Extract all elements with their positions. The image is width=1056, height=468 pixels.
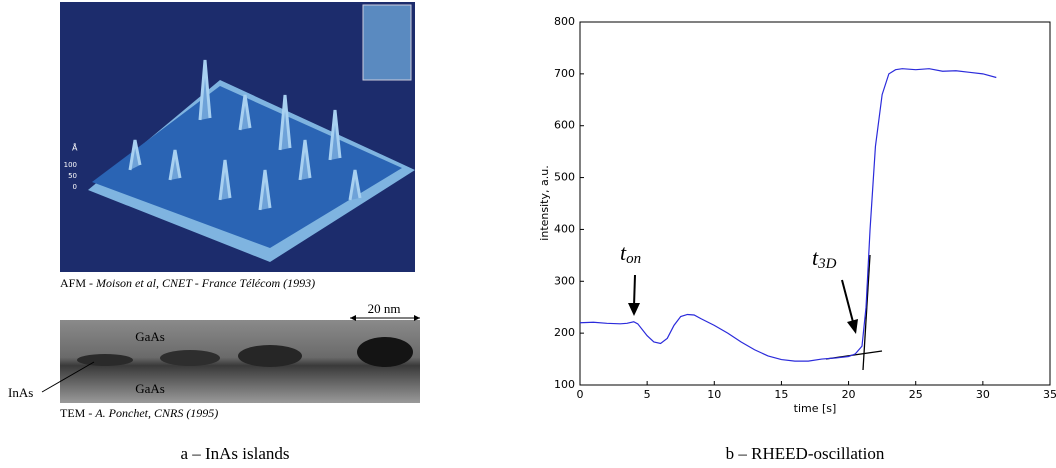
afm-caption-source: Moison et al, CNET - France Télécom (199… [95, 276, 315, 290]
tangent-line [862, 254, 871, 371]
afm-caption-prefix: AFM - [60, 276, 96, 290]
x-tick-label: 20 [842, 388, 856, 401]
annotation-arrow [633, 274, 636, 307]
y-tick-label: 700 [554, 67, 575, 80]
annotation-arrowhead [847, 319, 858, 334]
tem-layer-label: InAs [8, 385, 33, 400]
plot-frame [579, 21, 1051, 386]
afm-image: Å 100 50 0 [60, 2, 415, 272]
tem-image: GaAs GaAs [60, 320, 420, 403]
annotation-main: t [620, 240, 627, 265]
annotation-sub: 3D [817, 256, 837, 272]
afm-tick: 0 [73, 183, 77, 191]
x-tick-label: 0 [577, 388, 584, 401]
inas-pointer [41, 361, 95, 393]
data-line [579, 68, 997, 362]
tem-caption-prefix: TEM - [60, 406, 95, 420]
tem-caption: TEM - A. Ponchet, CNRS (1995) [60, 406, 218, 420]
y-tick-label: 600 [554, 119, 575, 132]
y-tick-label: 100 [554, 378, 575, 391]
x-tick-label: 25 [909, 388, 923, 401]
y-tick-label: 300 [554, 274, 575, 287]
x-tick-label: 15 [774, 388, 788, 401]
caption-a: a – InAs islands [180, 444, 289, 463]
tem-caption-source: A. Ponchet, CNRS (1995) [94, 406, 218, 420]
annotation: t3D [812, 245, 837, 272]
y-tick-label: 500 [554, 171, 575, 184]
x-tick-label: 5 [644, 388, 651, 401]
x-tick-label: 30 [976, 388, 990, 401]
annotation: ton [620, 240, 641, 267]
afm-caption: AFM - Moison et al, CNET - France Téléco… [60, 276, 315, 290]
y-tick-label: 800 [554, 15, 575, 28]
afm-tick: 100 [64, 161, 77, 169]
caption-b: b – RHEED-oscillation [726, 444, 885, 463]
annotation-sub: on [626, 251, 641, 267]
y-tick-label: 400 [554, 222, 575, 235]
x-axis-label: time [s] [794, 402, 837, 415]
y-axis-label: intensity, a.u. [538, 165, 551, 240]
x-tick-label: 35 [1043, 388, 1056, 401]
annotation-arrow [841, 279, 854, 323]
tem-top-label: GaAs [135, 329, 165, 344]
x-tick-label: 10 [707, 388, 721, 401]
tem-bottom-label: GaAs [135, 381, 165, 396]
afm-unit: Å [72, 142, 78, 153]
annotation-arrowhead [628, 303, 640, 316]
annotation-main: t [812, 245, 819, 270]
afm-tick: 50 [68, 172, 77, 180]
tem-scale: 20 nm [368, 301, 401, 316]
y-tick-label: 200 [554, 326, 575, 339]
